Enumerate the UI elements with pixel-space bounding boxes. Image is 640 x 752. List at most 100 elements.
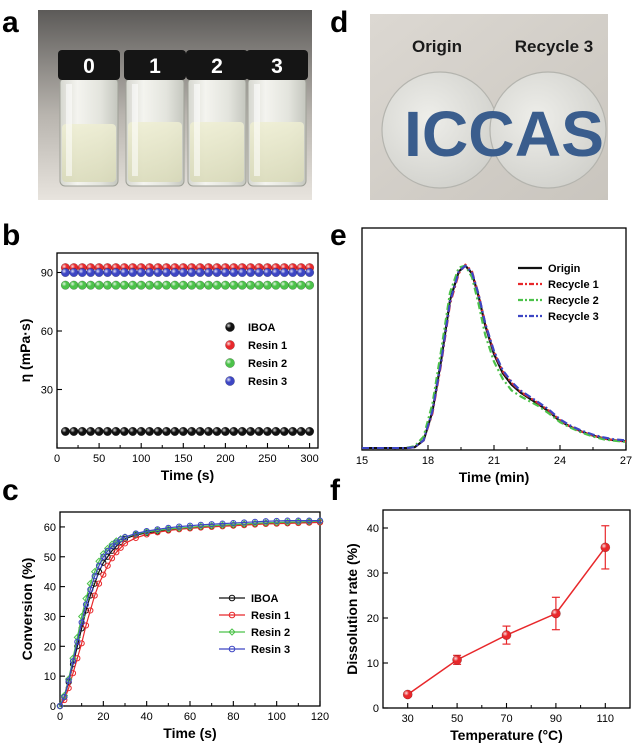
chart-b-point-resin-3-shine: [229, 268, 239, 277]
chart-b-xtick-label: 0: [54, 453, 60, 465]
chart-c-point-resin-1: [117, 544, 124, 551]
chart-c-point-resin-3: [108, 543, 116, 550]
chart-b-point-iboa-shine: [128, 427, 138, 436]
chart-b-xtick-label: 50: [93, 453, 105, 465]
vial-label-1: 1: [149, 55, 161, 78]
chart-b-point-iboa-shine: [103, 427, 112, 436]
chart-b-point-resin-3-shine: [288, 268, 298, 277]
chart-b-point-iboa-shine: [195, 427, 205, 436]
chart-c-legend-label: Resin 2: [251, 627, 290, 639]
chart-b-ytick-label: 30: [41, 385, 53, 397]
chart-c-point-resin-3: [65, 677, 72, 684]
chart-b-point-resin-2-shine: [153, 280, 163, 290]
chart-b-legend-marker-shine: [225, 376, 235, 386]
chart-c-line-resin-2: [59, 520, 321, 707]
chart-b-point-resin-2-shine: [246, 280, 255, 290]
chart-b-legend-marker-shine: [225, 322, 235, 332]
chart-c-xlabel: Time (s): [163, 725, 216, 741]
chart-e-plot-frame: [361, 227, 627, 451]
chart-e-legend-label: Recycle 1: [548, 279, 599, 291]
chart-b-point-resin-3-shine: [187, 268, 197, 277]
chart-c-point-resin-1: [108, 555, 116, 562]
chart-c-point-resin-3: [306, 517, 313, 524]
chart-b-point-resin-2-shine: [237, 280, 247, 290]
panel-letter-a: a: [2, 6, 19, 39]
chart-c-point-resin-3: [132, 530, 139, 537]
chart-b-point-iboa-shine: [263, 427, 272, 436]
vial-highlight-3: [254, 84, 260, 176]
chart-b-point-resin-3-shine: [61, 268, 70, 277]
chart-b-point-resin-2-shine: [136, 280, 146, 290]
label-origin: Origin: [412, 37, 462, 56]
chart-f-plot-frame: [382, 509, 631, 709]
panel-d: ICCAS Origin Recycle 3 d: [330, 6, 608, 200]
chart-e-xtick-label: 24: [554, 455, 566, 467]
vial-liquid-1: [128, 122, 182, 182]
chart-b-point-iboa-shine: [77, 427, 87, 436]
chart-c-ylabel: Conversion (%): [19, 558, 35, 661]
chart-b-point-iboa-shine: [229, 427, 239, 436]
chart-b-point-iboa-shine: [271, 427, 281, 436]
vial-liquid-2: [190, 122, 244, 182]
chart-b-ytick-label: 90: [41, 268, 53, 280]
chart-b-point-resin-3-shine: [145, 268, 154, 277]
chart-c-point-resin-1: [87, 607, 94, 614]
panel-letter-f: f: [330, 474, 341, 507]
chart-b-xtick-label: 100: [132, 453, 150, 465]
chart-b-xlabel: Time (s): [161, 467, 214, 483]
chart-c-point-resin-3: [186, 522, 194, 529]
chart-e-xtick-label: 27: [620, 455, 632, 467]
chart-c-point-resin-3: [316, 517, 324, 524]
chart-b-point-resin-3-shine: [120, 268, 129, 277]
chart-e-legend-label: Recycle 2: [548, 295, 599, 307]
chart-c-ytick-label: 60: [44, 522, 56, 534]
chart-b-point-resin-2-shine: [145, 280, 154, 290]
chart-e-xlabel: Time (min): [459, 469, 530, 485]
chart-b-point-resin-3-shine: [195, 268, 205, 277]
chart-b-point-iboa-shine: [187, 427, 197, 436]
chart-c-legend-marker: [228, 628, 236, 636]
chart-b-point-resin-3-shine: [237, 268, 247, 277]
chart-b-point-iboa-shine: [153, 427, 163, 436]
chart-b-xtick-label: 250: [258, 453, 276, 465]
chart-b-point-resin-2-shine: [86, 280, 95, 290]
chart-c-line-resin-3: [59, 520, 320, 707]
chart-b-point-resin-3-shine: [280, 268, 289, 277]
logo-iccas: ICCAS: [404, 98, 604, 170]
chart-c-plot-frame: [59, 511, 321, 707]
chart-b-point-iboa-shine: [170, 427, 180, 436]
vial-highlight-1: [132, 84, 138, 176]
chart-c-ytick-label: 30: [44, 611, 56, 623]
chart-b-plot-frame: [56, 252, 319, 449]
chart-c-point-resin-1: [316, 519, 324, 526]
chart-c-legend-label: Resin 3: [251, 644, 290, 656]
chart-c-point-resin-3: [262, 518, 269, 525]
panel-letter-b: b: [2, 219, 20, 252]
chart-b-point-resin-2-shine: [263, 280, 272, 290]
chart-c-point-resin-3: [284, 517, 291, 524]
chart-b: 0 50 100 150 200 250 300 30 60 90 Time (s) η (mPa·s…: [17, 252, 319, 483]
chart-b-point-resin-2-shine: [162, 280, 171, 290]
chart-c-legend-label: IBOA: [251, 593, 279, 605]
chart-f-xtick-label: 50: [451, 713, 463, 725]
chart-b-point-resin-2-shine: [69, 280, 79, 290]
chart-c-point-resin-3: [273, 517, 280, 525]
chart-c-point-resin-3: [121, 533, 129, 541]
chart-c-ytick-label: 20: [44, 641, 56, 653]
chart-b-point-resin-3-shine: [263, 268, 272, 277]
chart-b-point-resin-3-shine: [221, 268, 230, 277]
chart-f: 30 50 70 90 110 0 10 20 30 40 Temperature (°C) Diss…: [344, 509, 631, 743]
chart-b-legend-label: IBOA: [248, 322, 276, 334]
chart-b-point-resin-3-shine: [170, 268, 180, 277]
label-recycle-3: Recycle 3: [515, 37, 593, 56]
chart-c-legend-marker: [228, 594, 236, 602]
chart-b-point-iboa-shine: [162, 427, 171, 436]
chart-b-point-iboa-shine: [111, 427, 121, 436]
chart-b-point-iboa-shine: [94, 427, 104, 436]
chart-c-xtick-label: 0: [57, 711, 63, 723]
chart-b-point-resin-3-shine: [254, 268, 264, 277]
chart-c-point-resin-3: [91, 573, 98, 580]
chart-b-point-resin-2-shine: [254, 280, 264, 290]
chart-b-legend-marker-shine: [225, 340, 235, 350]
